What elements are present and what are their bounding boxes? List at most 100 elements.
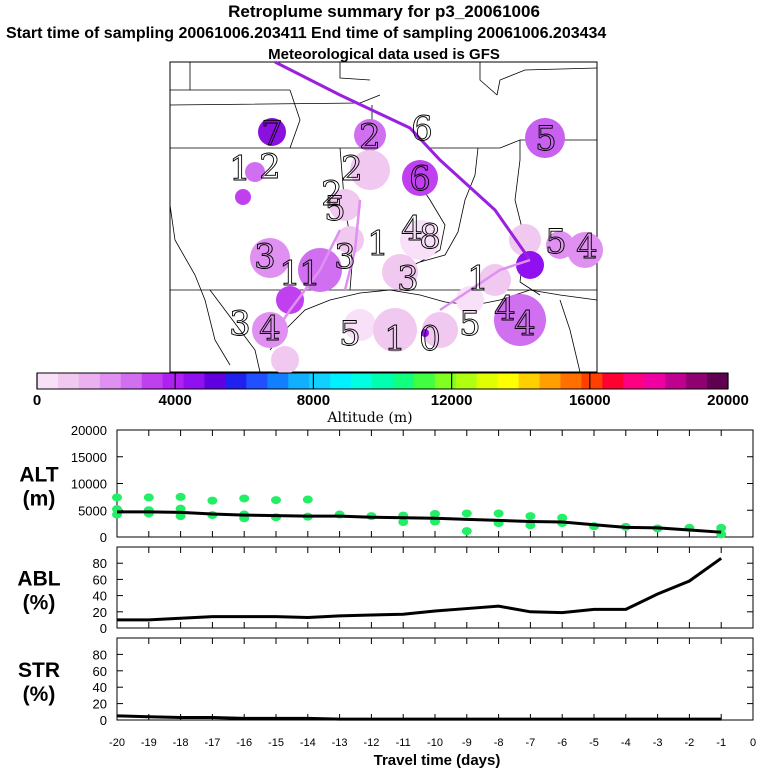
x-tick-label-6: -14 [300, 737, 316, 749]
colorbar-swatch-11 [267, 373, 289, 389]
day-label-3: 5 [535, 119, 557, 159]
plume-point-9 [207, 496, 218, 505]
plume-cluster-5 [235, 189, 251, 205]
colorbar-swatch-26 [581, 373, 603, 389]
colorbar-tick-label-4: 16000 [569, 392, 611, 409]
panel-label-str: STR [18, 659, 60, 682]
met-data-subtitle: Meteorological data used is GFS [268, 46, 500, 63]
plume-point-11 [239, 494, 250, 503]
day-label-16: 3 [397, 259, 419, 299]
day-label-17: 1 [467, 259, 489, 299]
plume-point-36 [716, 523, 727, 532]
abl-series-line [117, 557, 723, 622]
day-label-1: 2 [359, 117, 381, 157]
day-label-13: 3 [334, 237, 356, 277]
x-axis-label: Travel time (days) [374, 752, 501, 768]
panel-unit-abl: (%) [23, 592, 56, 615]
colorbar-swatch-6 [162, 373, 185, 389]
colorbar-swatch-23 [518, 373, 541, 389]
x-tick-label-16: -4 [621, 737, 631, 749]
plume-cluster-15 [516, 251, 544, 279]
plume-cluster-26 [421, 329, 429, 337]
plume-cluster-17 [479, 264, 511, 296]
colorbar-swatch-1 [57, 373, 80, 389]
str-ytick-label-3: 60 [93, 664, 107, 679]
plume-cluster-23 [456, 286, 484, 314]
colorbar-swatch-10 [246, 373, 268, 389]
colorbar-label: Altitude (m) [326, 410, 412, 426]
plume-point-3 [143, 493, 154, 502]
plume-cluster-4 [245, 162, 265, 182]
alt-ytick-label-0: 0 [100, 530, 107, 545]
colorbar-swatch-21 [476, 373, 499, 389]
day-label-12: 8 [419, 217, 441, 257]
day-label-25: 4 [494, 289, 516, 329]
x-tick-label-4: -16 [236, 737, 252, 749]
x-tick-label-7: -13 [332, 737, 348, 749]
plume-point-29 [525, 521, 536, 530]
alt-ytick-label-1: 5000 [78, 503, 107, 518]
x-tick-label-17: -3 [653, 737, 663, 749]
plume-point-8 [175, 512, 186, 521]
alt-ytick-label-4: 20000 [71, 423, 107, 438]
colorbar-swatch-0 [37, 373, 59, 389]
day-label-20: 5 [339, 314, 361, 354]
plume-cluster-1 [354, 119, 386, 151]
panel-frame-str [116, 637, 754, 721]
abl-ytick-label-2: 40 [93, 589, 107, 604]
panel-unit-str: (%) [23, 683, 56, 706]
panel-label-alt: ALT [19, 464, 58, 487]
colorbar-swatch-19 [434, 373, 457, 389]
plume-cluster-11 [400, 220, 440, 260]
x-tick-label-9: -11 [396, 737, 411, 749]
day-label-26: 4 [401, 209, 423, 249]
colorbar-swatch-22 [497, 373, 520, 389]
x-tick-label-18: -2 [685, 737, 695, 749]
x-tick-label-20: 0 [750, 737, 756, 749]
trajectory-lines [268, 60, 532, 341]
colorbar-swatch-16 [372, 373, 394, 389]
trajectory-line-0 [274, 60, 532, 261]
plume-point-24 [461, 509, 472, 518]
str-series-line [116, 714, 722, 721]
colorbar-swatch-29 [644, 373, 666, 389]
plume-clusters [235, 118, 603, 374]
colorbar-swatch-2 [78, 373, 101, 389]
panel-unit-alt: (m) [23, 488, 56, 511]
plume-cluster-24 [494, 294, 546, 346]
day-label-8: 3 [254, 237, 276, 277]
plume-cluster-6 [350, 150, 390, 190]
day-label-28: 4 [576, 227, 598, 267]
day-label-10: 5 [324, 189, 346, 229]
day-label-27: 5 [545, 222, 567, 262]
day-label-23: 5 [459, 304, 481, 344]
plume-point-14 [271, 496, 281, 505]
chart-title: Retroplume summary for p3_20061006 [228, 2, 540, 21]
day-label-24: 4 [514, 304, 536, 344]
day-label-9: 2 [321, 174, 343, 214]
colorbar-swatch-12 [288, 373, 310, 389]
colorbar-swatch-17 [392, 373, 415, 389]
colorbar-tick-label-0: 0 [33, 392, 41, 409]
plume-cluster-0 [258, 118, 286, 146]
plume-cluster-22 [422, 312, 458, 348]
colorbar-swatch-9 [225, 373, 247, 389]
abl-ytick-label-3: 60 [93, 572, 107, 587]
colorbar-swatch-20 [455, 373, 478, 389]
plume-point-6 [175, 492, 186, 501]
day-label-5: 2 [259, 147, 281, 187]
x-tick-label-11: -9 [462, 737, 472, 749]
day-label-0: 7 [261, 114, 283, 154]
plume-cluster-12 [382, 254, 418, 290]
plume-cluster-18 [276, 286, 304, 314]
plume-point-28 [525, 512, 536, 521]
abl-ytick-label-1: 20 [93, 605, 107, 620]
abl-ytick-label-4: 80 [93, 556, 107, 571]
colorbar-tick-label-3: 12000 [431, 392, 473, 409]
x-tick-label-8: -12 [363, 737, 379, 749]
altitude-colorbar: 0 4000 8000 12000 16000 20000 Altitude (m) [33, 372, 749, 426]
plume-point-7 [175, 504, 186, 513]
